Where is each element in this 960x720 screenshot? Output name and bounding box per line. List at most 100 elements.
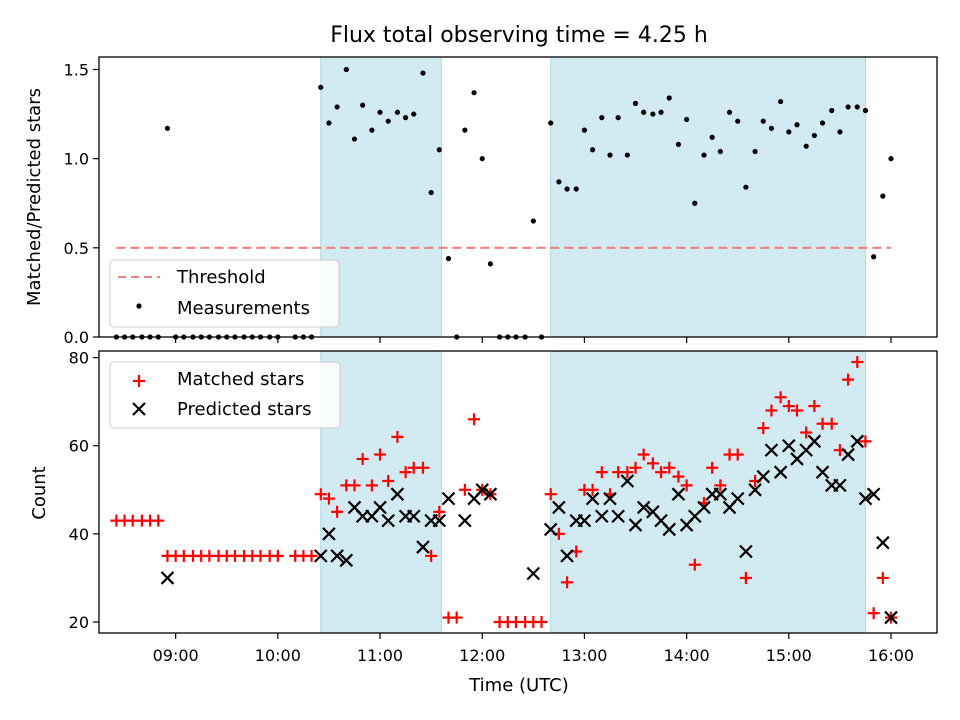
predicted-stars-point bbox=[160, 571, 175, 585]
predicted-stars-point bbox=[585, 491, 600, 506]
measurements-point bbox=[420, 70, 426, 76]
measurements-point bbox=[811, 132, 817, 139]
predicted-stars-point bbox=[764, 443, 779, 457]
observing-window-0 bbox=[320, 56, 442, 338]
observing-window-1 bbox=[550, 56, 866, 338]
matched-stars-point bbox=[765, 404, 778, 417]
matched-stars-point bbox=[450, 611, 463, 624]
matched-stars-point bbox=[416, 461, 429, 474]
legend-predicted-label: Predicted stars bbox=[177, 399, 311, 420]
measurements-point bbox=[880, 193, 886, 199]
matched-stars-point bbox=[714, 479, 727, 492]
measurements-point bbox=[343, 66, 349, 73]
measurements-point bbox=[854, 104, 860, 110]
y-tick-label: 20 bbox=[69, 613, 89, 632]
predicted-stars-point bbox=[858, 491, 873, 506]
predicted-stars-point bbox=[713, 487, 728, 501]
measurements-point bbox=[701, 152, 707, 158]
measurements-point bbox=[615, 115, 621, 121]
bottom-axes-frame bbox=[98, 350, 938, 634]
matched-stars-point bbox=[152, 514, 165, 527]
predicted-stars-point bbox=[611, 509, 625, 524]
measurements-point bbox=[624, 152, 630, 158]
measurements-point bbox=[803, 143, 809, 149]
measurements-point bbox=[445, 255, 452, 262]
matched-stars-point bbox=[382, 474, 395, 487]
measurements-point bbox=[829, 107, 835, 114]
observing-window-1 bbox=[550, 350, 866, 634]
predicted-stars-point bbox=[671, 487, 686, 501]
measurements-point bbox=[428, 189, 434, 196]
predicted-stars-point bbox=[739, 544, 753, 559]
measurements-point bbox=[530, 218, 536, 224]
count-axes: 20 40 60 80 09:00 10:00 11:00 12:00 13:00 14:00 1… bbox=[29, 349, 938, 696]
matched-stars-point bbox=[739, 571, 752, 584]
measurements-point bbox=[548, 120, 554, 126]
measurements-point bbox=[760, 118, 766, 124]
matched-stars-point bbox=[561, 576, 574, 589]
x-tick-label: 13:00 bbox=[561, 646, 607, 665]
predicted-stars-point bbox=[876, 535, 890, 550]
matched-stars-point bbox=[782, 400, 795, 413]
measurements-point bbox=[871, 254, 877, 260]
matched-stars-point bbox=[314, 488, 327, 501]
predicted-stars-point bbox=[620, 474, 635, 488]
y-tick-label: 1.5 bbox=[64, 60, 89, 79]
predicted-stars-point bbox=[475, 483, 490, 497]
measurements-point bbox=[752, 148, 758, 155]
measurements-point bbox=[641, 109, 647, 115]
predicted-stars-point bbox=[815, 465, 830, 479]
predicted-stars-point bbox=[373, 500, 387, 515]
predicted-stars-point bbox=[526, 566, 541, 581]
predicted-stars-point bbox=[636, 500, 651, 515]
measurements-point bbox=[837, 129, 843, 135]
predicted-stars-point bbox=[756, 469, 771, 484]
predicted-stars-point bbox=[850, 434, 865, 449]
measurements-point bbox=[650, 111, 656, 117]
matched-stars-point bbox=[790, 404, 803, 417]
predicted-stars-point bbox=[807, 434, 822, 449]
measurements-point bbox=[632, 100, 639, 106]
matched-stars-point bbox=[774, 391, 787, 404]
matched-stars-point bbox=[331, 505, 344, 518]
matched-stars-point bbox=[842, 373, 855, 386]
matched-stars-point bbox=[586, 483, 599, 496]
matched-stars-point bbox=[629, 461, 642, 474]
predicted-stars-point bbox=[866, 487, 881, 501]
matched-stars-point bbox=[859, 435, 872, 448]
measurements-point bbox=[164, 125, 171, 131]
matched-stars-point bbox=[655, 466, 668, 479]
measurements-point bbox=[819, 120, 826, 126]
predicted-stars-point bbox=[432, 513, 447, 528]
measurement-points bbox=[113, 66, 894, 340]
matched-stars-point bbox=[356, 452, 369, 465]
measurements-point bbox=[573, 186, 579, 192]
measurements-point bbox=[666, 95, 672, 101]
top-x-ticks bbox=[175, 337, 892, 343]
matched-stars-point bbox=[595, 466, 608, 479]
predicted-stars-point bbox=[458, 513, 472, 528]
measurements-point bbox=[487, 261, 494, 267]
matched-stars-point bbox=[544, 488, 557, 501]
measurements-point bbox=[743, 184, 749, 190]
predicted-stars-point bbox=[841, 447, 855, 462]
measurements-point bbox=[564, 186, 570, 192]
matched-stars-point bbox=[365, 479, 378, 492]
chart-title: Flux total observing time = 4.25 h bbox=[330, 23, 708, 48]
measurements-point bbox=[581, 127, 588, 133]
matched-stars-point bbox=[800, 426, 813, 439]
legend-measurements-swatch bbox=[136, 303, 142, 309]
predicted-stars-point bbox=[603, 491, 617, 506]
matched-stars-point bbox=[399, 466, 412, 479]
top-legend-box bbox=[109, 259, 340, 328]
x-tick-label: 10:00 bbox=[255, 646, 301, 665]
matched-stars-point bbox=[731, 448, 744, 461]
predicted-stars-point bbox=[339, 553, 354, 568]
count-points bbox=[110, 356, 898, 628]
predicted-stars-point bbox=[748, 483, 762, 497]
measurements-point bbox=[768, 125, 775, 131]
matched-stars-point bbox=[825, 417, 838, 430]
matched-stars-point bbox=[535, 615, 548, 628]
measurements-point bbox=[318, 84, 324, 90]
matched-stars-point bbox=[851, 356, 864, 369]
